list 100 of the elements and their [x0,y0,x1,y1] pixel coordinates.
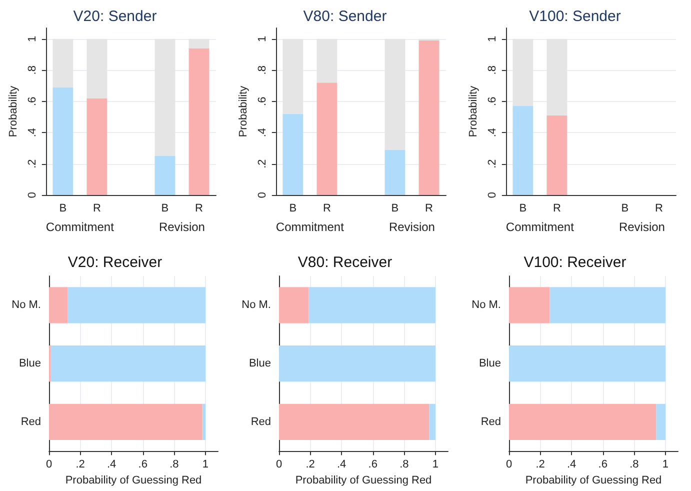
bar [282,114,304,195]
x-tick-label: B [289,202,297,214]
y-tick-label: .4 [486,128,498,138]
x-tick-label: B [519,202,527,214]
text: Revision [388,220,435,234]
bar [86,98,108,195]
bar [49,403,202,440]
bar [429,403,436,440]
bar [52,38,74,88]
x-axis-title: Probability of Guessing Red [295,474,432,486]
x-tick-label: .6 [368,458,378,470]
y-tick-label: 0 [256,192,268,198]
x-tick-label: .4 [107,458,116,470]
y-tick-label: 0 [26,192,38,198]
bar [512,38,534,106]
bar [49,286,68,323]
x-tick-label: 0 [276,458,282,470]
y-tick-label: .8 [486,66,498,75]
y-tick-label: .8 [26,66,38,75]
y-tick-label: .8 [256,66,268,75]
x-tick-label: B [161,202,169,214]
text: Revision [618,220,665,234]
x-tick-label: B [391,202,399,214]
bar [154,38,176,156]
y-tick-label: .6 [486,96,498,106]
x-tick-label: B [621,202,629,214]
y-tick-label: Blue [18,357,41,370]
bar [308,286,436,323]
y-tick-label: .6 [26,96,38,106]
y-tick-label: Red [250,415,271,428]
y-tick-label: .2 [486,159,498,168]
x-tick-label: R [655,202,664,214]
bar [86,38,108,98]
x-tick-label: .2 [536,458,545,470]
y-tick-label: .6 [256,96,268,106]
bar [188,38,210,48]
y-tick-label: Blue [478,357,501,370]
x-axis-title: Probability of Guessing Red [525,474,662,486]
x-tick-label: 1 [202,458,209,470]
text: Commitment [506,220,575,234]
bar [279,286,309,323]
bar [418,40,440,195]
x-tick-label: R [92,202,101,214]
y-tick-label: .4 [256,128,268,138]
bar [279,344,436,382]
y-tick-label: 0 [486,192,498,198]
x-tick-label: R [425,202,434,214]
y-tick-label: 1 [486,36,498,42]
chart-title: V100: Receiver [524,254,626,270]
bar [384,150,406,195]
bar [50,344,206,382]
bar [509,344,666,382]
y-tick-label: .4 [26,128,38,138]
bar [316,38,338,83]
x-tick-label: R [322,202,331,214]
x-tick-label: .6 [138,458,148,470]
text: Commitment [46,220,115,234]
bar [550,286,666,323]
bar [68,286,206,323]
y-tick-label: .2 [256,159,268,168]
bar [546,115,568,195]
x-tick-label: .2 [76,458,85,470]
bar [512,106,534,195]
y-tick-label: 1 [26,36,38,42]
chart-title: V100: Sender [529,8,621,25]
x-tick-label: .6 [598,458,608,470]
y-tick-label: Red [480,415,501,428]
bar [384,38,406,150]
x-tick-label: R [552,202,561,214]
bar [282,38,304,114]
chart-title: V20: Sender [73,8,157,25]
y-tick-label: No M. [242,298,271,311]
bar [509,403,656,440]
x-tick-label: .4 [567,458,576,470]
bar [202,403,206,440]
chart-title: V80: Receiver [298,254,392,270]
y-tick-label: No M. [472,298,501,311]
text: Commitment [276,220,345,234]
y-axis-title: Probability [468,85,480,138]
y-axis-title: Probability [238,85,250,138]
bar [279,403,430,440]
x-axis-title: Probability of Guessing Red [65,474,202,486]
y-tick-label: 1 [256,36,268,42]
x-tick-label: .8 [170,458,179,470]
x-tick-label: 0 [506,458,512,470]
y-tick-label: Red [20,415,41,428]
x-tick-label: .8 [630,458,639,470]
text: Revision [158,220,205,234]
chart-title: V80: Sender [303,8,387,25]
bar [52,87,74,195]
bar [188,48,210,195]
x-tick-label: R [195,202,204,214]
x-tick-label: 1 [432,458,439,470]
y-tick-label: Blue [248,357,271,370]
y-tick-label: .2 [26,159,38,168]
bar [509,286,550,323]
bar [656,403,666,440]
bar [316,82,338,195]
x-tick-label: .2 [306,458,315,470]
x-tick-label: .4 [337,458,346,470]
